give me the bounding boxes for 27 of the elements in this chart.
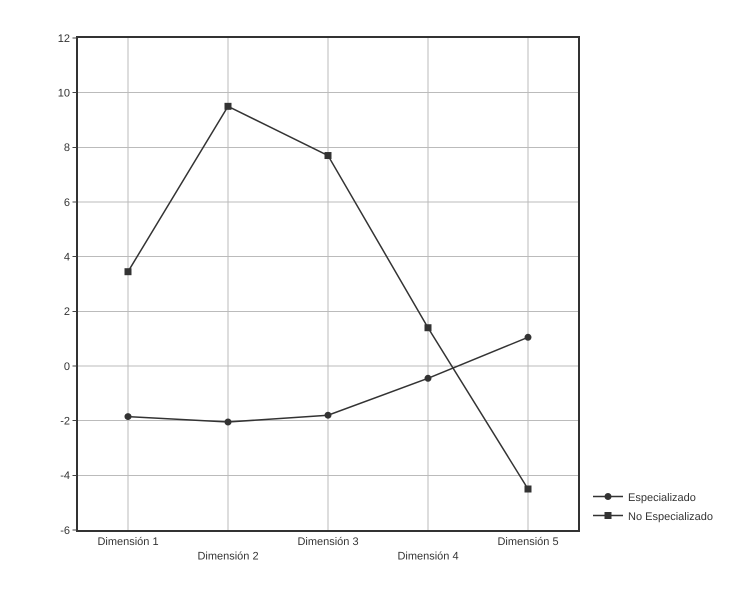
y-tick-label: 2 (64, 306, 70, 318)
x-tick-label: Dimensión 5 (497, 536, 559, 548)
point (424, 374, 432, 382)
y-tick-label: -6 (60, 524, 70, 537)
y-tick-label: 8 (64, 142, 70, 154)
legend-label: Especializado (628, 492, 696, 504)
point (524, 486, 532, 492)
point (424, 324, 432, 332)
point (224, 102, 232, 110)
x-tick-label: Dimensión 1 (97, 536, 159, 548)
y-tick-label: -2 (60, 416, 70, 428)
legend-label: No Especializado (628, 510, 713, 523)
point (324, 152, 332, 160)
point (524, 334, 532, 341)
y-tick-label: 4 (64, 252, 70, 264)
y-tick-label: -4 (60, 470, 70, 482)
y-tick-label: 6 (64, 196, 70, 209)
point (324, 412, 332, 419)
x-tick-label: Dimensión 4 (397, 550, 459, 562)
point (124, 413, 132, 420)
y-tick-label: 12 (58, 32, 70, 45)
point (124, 268, 132, 276)
x-tick-label: Dimensión 2 (197, 550, 259, 562)
y-tick-label: 10 (58, 88, 70, 100)
x-tick-label: Dimensión 3 (297, 536, 359, 548)
y-tick-label: 0 (64, 360, 70, 373)
point (224, 418, 232, 426)
